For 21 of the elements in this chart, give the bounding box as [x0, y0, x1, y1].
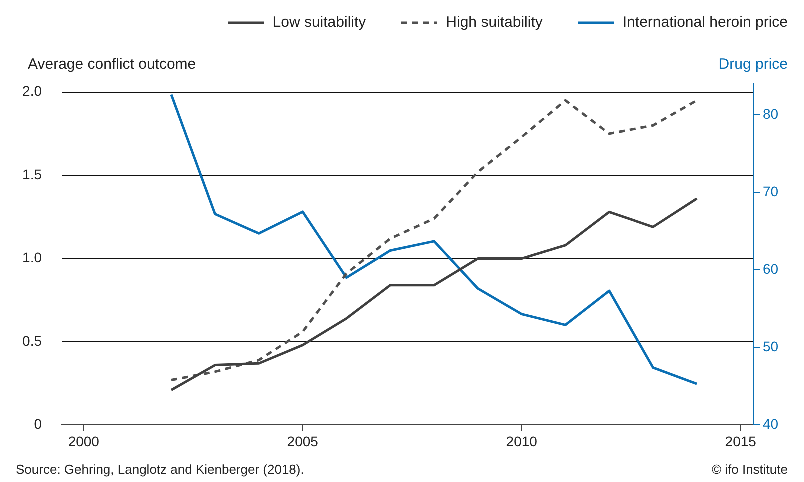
y2-tick-label: 70 [763, 183, 779, 200]
y2-tick-label: 60 [763, 260, 779, 277]
legend-label: Low suitability [272, 14, 366, 31]
y-tick-label: 1.0 [22, 250, 42, 266]
y-tick-label: 2.0 [22, 83, 42, 100]
x-tick-label: 2000 [68, 433, 100, 450]
y-tick-label: 0 [34, 416, 42, 432]
y2-axis-title: Drug price [718, 56, 788, 73]
y-axis-title: Average conflict outcome [28, 56, 196, 73]
x-tick-label: 2010 [506, 433, 538, 450]
legend-label: International heroin price [622, 14, 788, 31]
x-tick-label: 2015 [725, 433, 757, 450]
y-tick-label: 1.5 [22, 166, 42, 182]
source-note: Source: Gehring, Langlotz and Kienberger (2018). [16, 462, 304, 477]
x-tick-label: 2005 [287, 433, 319, 450]
y2-tick-label: 80 [763, 106, 779, 122]
y2-tick-label: 50 [763, 338, 779, 355]
legend-label: High suitability [446, 14, 543, 31]
y2-tick-label: 40 [763, 416, 779, 432]
y-tick-label: 0.5 [22, 332, 42, 349]
text: © ifo Institute [712, 462, 788, 477]
